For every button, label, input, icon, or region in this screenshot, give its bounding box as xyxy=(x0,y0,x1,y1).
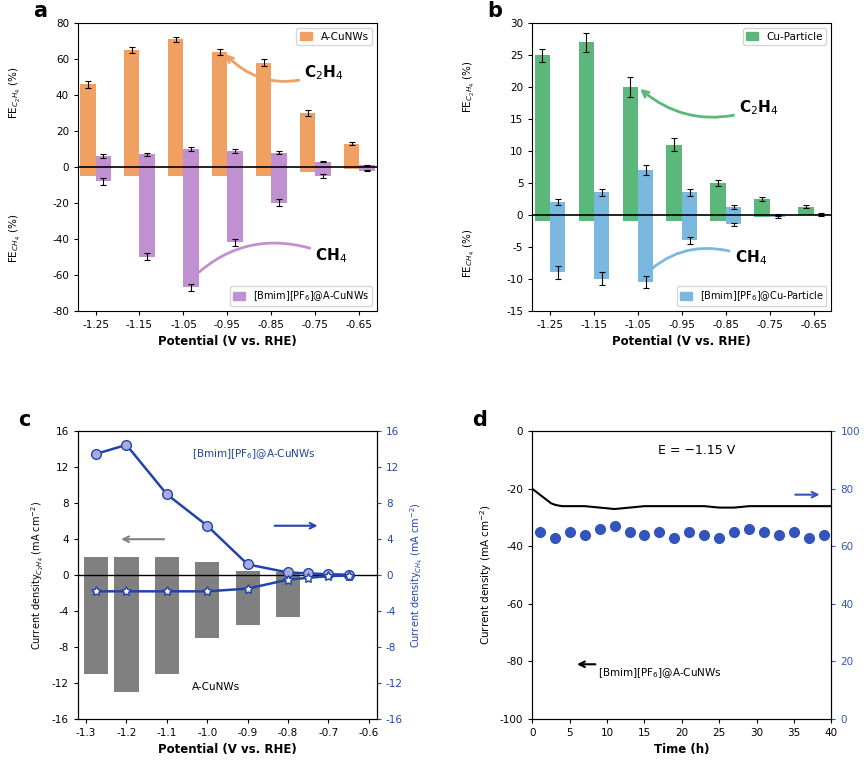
Bar xyxy=(195,575,219,638)
Bar xyxy=(534,55,550,215)
Bar xyxy=(276,573,301,575)
Bar xyxy=(84,557,108,575)
Bar xyxy=(623,215,638,221)
Bar xyxy=(236,570,260,575)
Bar xyxy=(300,167,315,172)
Text: c: c xyxy=(18,410,30,430)
Y-axis label: Current density$_{CH_4}$ (mA cm$^{-2}$): Current density$_{CH_4}$ (mA cm$^{-2}$) xyxy=(409,502,425,648)
Legend: Cu-Particle: Cu-Particle xyxy=(742,29,826,45)
Bar xyxy=(81,167,95,176)
Bar xyxy=(155,557,179,575)
Bar xyxy=(139,167,155,257)
Bar xyxy=(550,202,565,215)
Bar xyxy=(710,183,726,215)
Bar xyxy=(359,167,375,171)
Bar xyxy=(168,167,184,176)
Text: a: a xyxy=(33,2,47,22)
Bar xyxy=(315,167,331,176)
Text: FE$_{C_2H_4}$ (%): FE$_{C_2H_4}$ (%) xyxy=(462,60,477,113)
Text: b: b xyxy=(488,2,502,22)
Text: C$_2$H$_4$: C$_2$H$_4$ xyxy=(227,56,344,82)
Text: CH$_4$: CH$_4$ xyxy=(642,248,767,278)
Bar xyxy=(256,167,271,176)
Text: A-CuNWs: A-CuNWs xyxy=(191,682,240,692)
Bar xyxy=(168,39,184,167)
Legend: A-CuNWs: A-CuNWs xyxy=(296,29,372,45)
Bar xyxy=(195,562,219,575)
Bar xyxy=(124,167,139,176)
Bar xyxy=(114,575,139,692)
Bar xyxy=(344,167,359,169)
Bar xyxy=(228,151,242,167)
Bar xyxy=(770,215,785,216)
Bar xyxy=(315,162,331,167)
Bar xyxy=(638,215,653,282)
Bar xyxy=(300,113,315,167)
Bar xyxy=(271,167,287,203)
Bar xyxy=(124,50,139,167)
Text: FE$_{C_2H_4}$ (%): FE$_{C_2H_4}$ (%) xyxy=(8,66,23,118)
Bar xyxy=(84,575,108,674)
Bar xyxy=(754,215,770,216)
X-axis label: Potential (V vs. RHE): Potential (V vs. RHE) xyxy=(158,744,297,757)
X-axis label: Potential (V vs. RHE): Potential (V vs. RHE) xyxy=(158,335,297,349)
Text: E = −1.15 V: E = −1.15 V xyxy=(658,444,735,458)
Y-axis label: Current density (mA cm$^{-2}$): Current density (mA cm$^{-2}$) xyxy=(479,505,494,645)
Bar xyxy=(798,206,814,215)
Bar xyxy=(271,152,287,167)
Bar xyxy=(623,87,638,215)
Text: CH$_4$: CH$_4$ xyxy=(188,243,347,283)
Bar xyxy=(726,215,741,224)
X-axis label: Time (h): Time (h) xyxy=(654,744,709,757)
Bar xyxy=(534,215,550,221)
Text: [Bmim][PF$_6$]@A-CuNWs: [Bmim][PF$_6$]@A-CuNWs xyxy=(191,448,315,461)
Bar xyxy=(359,165,375,167)
Bar xyxy=(155,575,179,674)
Text: FE$_{CH_4}$ (%): FE$_{CH_4}$ (%) xyxy=(8,214,23,264)
Bar xyxy=(256,63,271,167)
Bar xyxy=(578,43,594,215)
Bar xyxy=(638,170,653,215)
Bar xyxy=(212,167,228,176)
Y-axis label: Current density$_{C_2H_4}$ (mA cm$^{-2}$): Current density$_{C_2H_4}$ (mA cm$^{-2}$… xyxy=(29,501,47,649)
Bar xyxy=(184,167,199,288)
Bar xyxy=(594,215,610,279)
Bar xyxy=(114,557,139,575)
Bar xyxy=(95,156,111,167)
Bar xyxy=(814,213,829,215)
Bar xyxy=(726,207,741,215)
X-axis label: Potential (V vs. RHE): Potential (V vs. RHE) xyxy=(612,335,751,349)
Bar xyxy=(184,149,199,167)
Bar xyxy=(212,52,228,167)
Bar xyxy=(754,199,770,215)
Text: d: d xyxy=(473,410,488,430)
Bar xyxy=(276,575,301,618)
Bar xyxy=(550,215,565,272)
Bar xyxy=(682,215,697,240)
Bar xyxy=(139,155,155,167)
Bar xyxy=(594,192,610,215)
Bar xyxy=(228,167,242,243)
Text: C$_2$H$_4$: C$_2$H$_4$ xyxy=(643,91,779,117)
Bar xyxy=(578,215,594,221)
Bar xyxy=(667,215,682,221)
Bar xyxy=(667,145,682,215)
Bar xyxy=(236,575,260,625)
Text: [Bmim][PF$_6$]@A-CuNWs: [Bmim][PF$_6$]@A-CuNWs xyxy=(598,666,722,679)
Bar xyxy=(682,192,697,215)
Bar xyxy=(81,84,95,167)
Bar xyxy=(344,144,359,167)
Bar xyxy=(95,167,111,182)
Text: FE$_{CH_4}$ (%): FE$_{CH_4}$ (%) xyxy=(462,229,477,278)
Bar xyxy=(710,215,726,221)
